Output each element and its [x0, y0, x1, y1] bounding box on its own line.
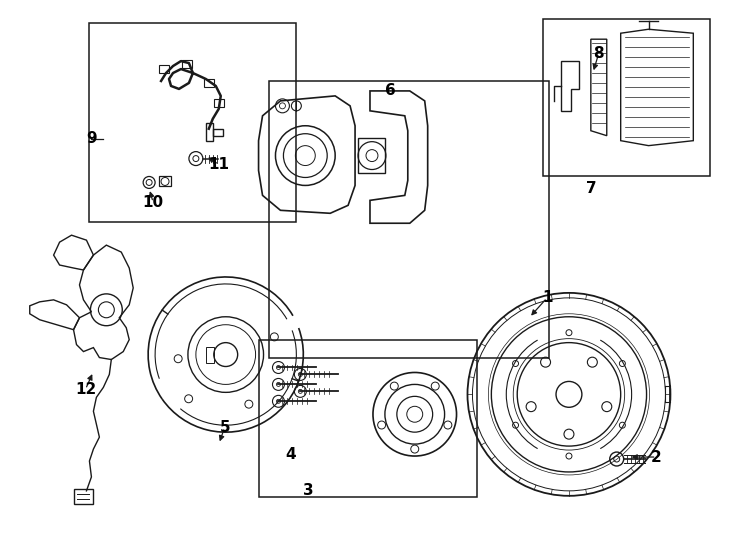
Text: 12: 12: [75, 382, 96, 397]
Text: 11: 11: [208, 157, 229, 172]
Bar: [258, 340, 477, 497]
Text: 10: 10: [142, 195, 164, 210]
Text: 4: 4: [285, 447, 296, 462]
Text: 1: 1: [542, 291, 552, 305]
Text: 8: 8: [594, 45, 604, 60]
Bar: [543, 19, 711, 177]
Text: 6: 6: [385, 83, 395, 98]
Text: 2: 2: [651, 449, 662, 464]
Text: 9: 9: [86, 131, 97, 146]
Text: 7: 7: [586, 181, 596, 196]
Text: 5: 5: [219, 420, 230, 435]
Bar: [90, 23, 297, 222]
Text: 3: 3: [303, 483, 313, 498]
Bar: [269, 81, 549, 357]
